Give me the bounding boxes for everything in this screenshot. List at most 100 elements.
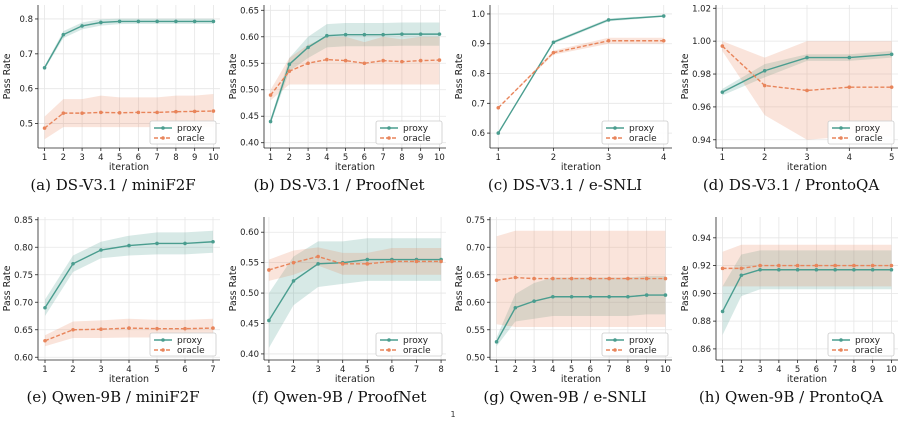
data-point-proxy [99, 248, 103, 252]
y-tick-label: 0.94 [692, 234, 711, 244]
data-point-proxy [847, 55, 852, 60]
data-point-oracle [588, 276, 593, 281]
y-tick-label: 0.85 [14, 216, 33, 226]
data-point-proxy [805, 55, 809, 60]
x-tick-label: 10 [434, 153, 445, 163]
y-tick-label: 0.70 [466, 243, 485, 253]
chart-svg: 0.6 0.7 0.8 0.9 1.0 1 2 3 4 iteration Pass Rate pro… [454, 5, 672, 170]
data-point-oracle [117, 110, 122, 115]
legend-label-proxy: proxy [855, 336, 881, 346]
data-point-oracle [267, 268, 271, 272]
x-tick-label: 8 [399, 153, 404, 163]
series-line-oracle [721, 45, 892, 92]
chart-panel: 0.50 0.55 0.60 0.65 0.70 0.75 1 2 3 4 5 6 7 8 9 10 itera… [452, 212, 678, 424]
data-point-proxy [588, 294, 593, 299]
data-point-proxy [870, 267, 875, 272]
y-tick-label: 0.55 [240, 259, 259, 269]
data-point-oracle [287, 69, 292, 74]
x-tick-label: 8 [173, 153, 178, 163]
chart-svg: 0.5 0.6 0.7 0.8 1 2 3 4 5 6 7 8 9 10 iteration Pass Rat… [2, 5, 220, 170]
series-line-oracle [722, 264, 892, 270]
data-point-oracle [127, 326, 131, 330]
confidence-band-proxy [496, 275, 666, 347]
legend-label-oracle: oracle [629, 346, 657, 356]
legend-marker-oracle [161, 348, 165, 352]
data-point-oracle [720, 266, 725, 271]
y-tick-label: 0.75 [466, 216, 485, 226]
y-tick-label: 0.60 [14, 353, 33, 363]
data-point-oracle [496, 105, 501, 110]
data-point-oracle [390, 259, 394, 264]
data-point-oracle [155, 326, 159, 331]
data-point-oracle [758, 263, 762, 268]
data-point-oracle [663, 276, 668, 281]
y-tick-label: 0.40 [240, 350, 259, 360]
data-point-proxy [291, 279, 296, 283]
x-tick-label: 6 [814, 365, 819, 375]
data-point-proxy [889, 52, 894, 57]
legend-marker-oracle [161, 136, 165, 140]
series-line-oracle [496, 276, 666, 281]
confidence-band-proxy [722, 250, 892, 336]
series-line-proxy [268, 258, 442, 321]
data-point-proxy [211, 19, 216, 24]
legend-label-proxy: proxy [177, 336, 203, 346]
x-tick-label: 3 [757, 365, 762, 375]
data-point-proxy [418, 32, 423, 36]
footnote-mark: 1 [450, 410, 456, 419]
data-point-oracle [71, 327, 75, 332]
x-tick-label: 5 [569, 365, 574, 375]
data-point-oracle [325, 57, 329, 62]
data-point-oracle [847, 85, 852, 89]
y-tick-label: 0.50 [466, 353, 485, 363]
chart-panel: 0.94 0.96 0.98 1.00 1.02 1 2 3 4 5 iteration Pass R… [678, 0, 904, 212]
data-point-oracle [762, 83, 767, 88]
data-point-oracle [777, 263, 781, 268]
legend-label-oracle: oracle [177, 134, 205, 144]
series-line-oracle [270, 58, 440, 96]
legend-label-proxy: proxy [403, 124, 429, 134]
data-point-proxy [739, 273, 744, 278]
x-tick-label: 4 [661, 153, 666, 163]
x-tick-label: 1 [42, 153, 47, 163]
data-point-oracle [306, 61, 310, 66]
data-point-proxy [211, 239, 215, 244]
data-point-oracle [437, 58, 442, 62]
data-point-oracle [814, 263, 819, 268]
y-tick-label: 0.45 [240, 319, 259, 329]
data-point-proxy [777, 267, 781, 272]
legend-marker-oracle [613, 348, 617, 352]
data-point-proxy [381, 32, 385, 37]
y-tick-label: 0.92 [692, 262, 711, 272]
x-tick-label: 5 [889, 153, 894, 163]
y-axis-label: Pass Rate [228, 265, 239, 311]
x-tick-label: 5 [154, 365, 159, 375]
x-tick-label: 6 [136, 153, 141, 163]
chart-panel: 0.40 0.45 0.50 0.55 0.60 0.65 1 2 3 4 5 6 7 8 9 10 itera… [226, 0, 452, 212]
data-point-oracle [833, 263, 837, 268]
y-tick-label: 0.50 [240, 289, 259, 299]
confidence-band-proxy [44, 18, 214, 70]
legend-label-proxy: proxy [629, 124, 655, 134]
data-point-oracle [870, 263, 875, 268]
data-point-oracle [661, 38, 666, 43]
y-tick-label: 0.5 [19, 120, 33, 130]
data-point-proxy [889, 267, 894, 272]
x-tick-label: 9 [418, 153, 423, 163]
data-point-proxy [551, 40, 556, 45]
data-point-proxy [183, 241, 187, 246]
subfigure-caption: (d) DS-V3.1 / ProntoQA [702, 176, 880, 194]
x-axis-label: iteration [561, 374, 601, 382]
data-point-oracle [644, 276, 649, 281]
chart-panel: 0.40 0.45 0.50 0.55 0.60 1 2 3 4 5 6 7 8 iteration Pas… [226, 212, 452, 424]
y-tick-label: 0.65 [466, 271, 485, 281]
data-point-proxy [127, 243, 131, 248]
x-tick-label: 7 [210, 365, 215, 375]
x-tick-label: 3 [531, 365, 536, 375]
data-point-oracle [362, 61, 367, 66]
x-tick-label: 2 [762, 153, 767, 163]
data-point-proxy [80, 24, 84, 28]
confidence-band-oracle [45, 318, 213, 347]
x-axis-label: iteration [335, 162, 375, 170]
series-line-oracle [44, 110, 214, 129]
